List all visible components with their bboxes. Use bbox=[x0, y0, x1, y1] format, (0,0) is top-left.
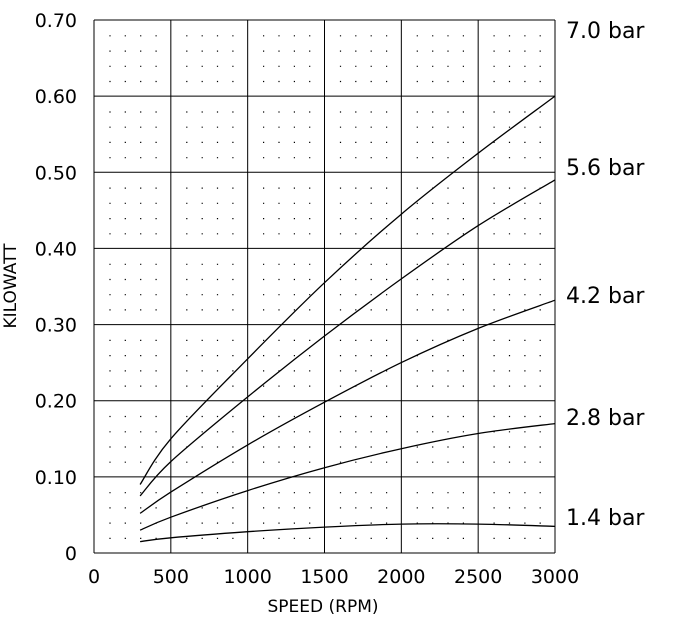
series-label-1: 5.6 bar bbox=[566, 156, 645, 181]
grid-dot-pattern bbox=[109, 35, 541, 539]
y-tick-label: 0 bbox=[65, 543, 77, 565]
x-tick-label: 0 bbox=[88, 566, 100, 588]
x-tick-label: 2000 bbox=[377, 566, 425, 588]
series-label-3: 2.8 bar bbox=[566, 406, 645, 431]
y-tick-label: 0.70 bbox=[35, 10, 77, 32]
x-tick-label: 1500 bbox=[300, 566, 348, 588]
curve-labels: 7.0 bar 5.6 bar 4.2 bar 2.8 bar 1.4 bar bbox=[566, 19, 645, 531]
series-label-0: 7.0 bar bbox=[566, 19, 645, 44]
y-tick-label: 0.40 bbox=[35, 238, 77, 260]
y-tick-label: 0.20 bbox=[35, 391, 77, 413]
minor-grid-dots bbox=[109, 35, 541, 539]
y-tick-label: 0.50 bbox=[35, 162, 77, 184]
y-tick-label: 0.10 bbox=[35, 467, 77, 489]
y-axis-title: KILOWATT bbox=[1, 243, 21, 329]
y-tick-label: 0.60 bbox=[35, 86, 77, 108]
series-label-2: 4.2 bar bbox=[566, 284, 645, 309]
x-tick-label: 3000 bbox=[531, 566, 579, 588]
curves bbox=[139, 95, 556, 543]
y-axis-ticks: 0 0.10 0.20 0.30 0.40 0.50 0.60 0.70 bbox=[35, 10, 77, 565]
y-tick-label: 0.30 bbox=[35, 315, 77, 337]
series-line-1 bbox=[139, 179, 556, 497]
x-tick-label: 2500 bbox=[454, 566, 502, 588]
x-tick-label: 500 bbox=[153, 566, 189, 588]
x-axis-ticks: 0 500 1000 1500 2000 2500 3000 bbox=[88, 566, 579, 588]
series-label-4: 1.4 bar bbox=[566, 506, 645, 531]
x-tick-label: 1000 bbox=[223, 566, 271, 588]
series-line-4 bbox=[140, 523, 556, 543]
series-line-2 bbox=[139, 299, 556, 514]
series-line-0 bbox=[139, 95, 556, 485]
major-grid bbox=[93, 19, 556, 554]
x-axis-title: SPEED (RPM) bbox=[267, 597, 378, 617]
series-line-3 bbox=[139, 422, 556, 531]
